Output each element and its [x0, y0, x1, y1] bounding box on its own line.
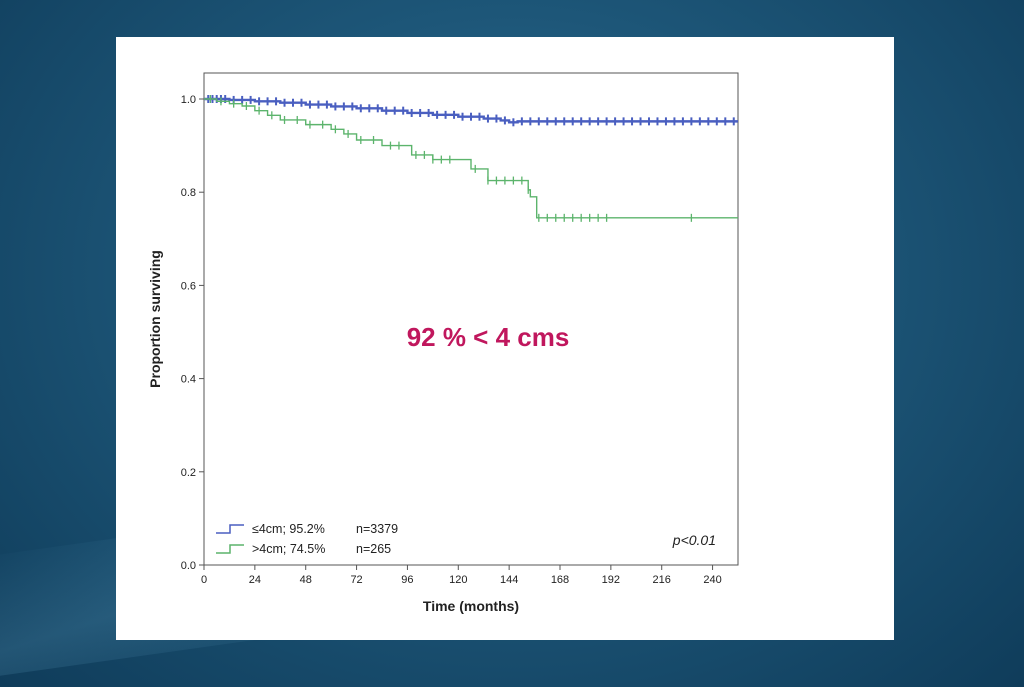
series-line-gt4cm [204, 98, 738, 219]
x-tick-label: 216 [653, 574, 671, 586]
legend-n-le4cm: n=3379 [356, 522, 398, 536]
slide-panel: 0.0 0.2 0.4 0.6 0.8 1.0 0 24 48 72 96 120 144 168 192… [116, 37, 894, 640]
x-tick-label: 192 [602, 574, 620, 586]
series-layer [204, 95, 738, 222]
y-tick-label: 1.0 [181, 94, 196, 106]
x-tick-label: 0 [201, 574, 207, 586]
legend-swatch-le4cm [216, 524, 244, 534]
highlight-annotation: 92 % < 4 cms [407, 322, 570, 352]
x-tick-label: 144 [500, 574, 518, 586]
legend-label-gt4cm: >4cm; 74.5% [252, 542, 325, 556]
x-tick-label: 72 [350, 574, 362, 586]
legend-label-le4cm: ≤4cm; 95.2% [252, 522, 325, 536]
x-tick-label: 120 [449, 574, 467, 586]
km-survival-chart: 0.0 0.2 0.4 0.6 0.8 1.0 0 24 48 72 96 120 144 168 192… [147, 72, 739, 614]
legend: ≤4cm; 95.2% n=3379 >4cm; 74.5% n=265 [216, 522, 398, 556]
x-tick-label: 168 [551, 574, 569, 586]
x-tick-label: 24 [249, 574, 261, 586]
x-axis: 0 24 48 72 96 120 144 168 192 216 240 [201, 565, 722, 586]
y-tick-label: 0.0 [181, 560, 196, 572]
p-value-label: p<0.01 [672, 532, 716, 548]
x-tick-label: 48 [300, 574, 312, 586]
legend-n-gt4cm: n=265 [356, 542, 391, 556]
legend-swatch-gt4cm [216, 544, 244, 554]
y-tick-label: 0.4 [181, 374, 196, 386]
y-tick-label: 0.8 [181, 187, 196, 199]
plot-frame [203, 72, 739, 566]
y-tick-label: 0.6 [181, 280, 196, 292]
y-axis-title: Proportion surviving [147, 250, 163, 388]
y-axis: 0.0 0.2 0.4 0.6 0.8 1.0 [181, 94, 204, 572]
y-tick-label: 0.2 [181, 467, 196, 479]
x-axis-title: Time (months) [423, 598, 519, 614]
x-tick-label: 240 [703, 574, 721, 586]
x-tick-label: 96 [401, 574, 413, 586]
